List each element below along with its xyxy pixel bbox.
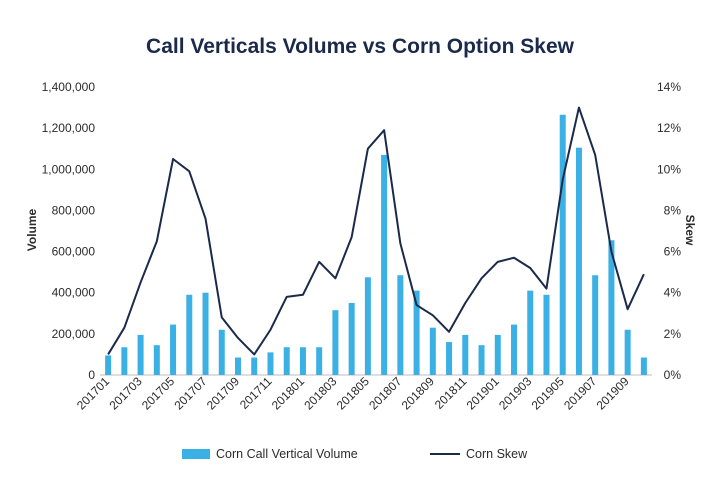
x-tick-label: 201807 [366,374,404,412]
x-tick-label: 201805 [334,374,372,412]
legend: Corn Call Vertical Volume Corn Skew [182,447,528,461]
y-tick-label: 0 [88,368,95,382]
volume-bar [283,347,290,375]
legend-label-skew: Corn Skew [466,447,528,461]
volume-bar [624,329,631,375]
volume-bar [494,334,501,375]
y-tick-label: 400,000 [52,286,96,300]
volume-bar [251,357,258,375]
x-tick-label: 201801 [269,374,307,412]
volume-bar [316,347,323,375]
volume-bar [397,275,404,375]
y-tick-label: 1,400,000 [42,80,96,94]
x-tick-label: 201905 [529,374,567,412]
legend-label-volume: Corn Call Vertical Volume [216,447,358,461]
volume-bar [348,303,355,375]
y2-tick-label: 4% [664,286,682,300]
chart-title: Call Verticals Volume vs Corn Option Ske… [146,35,575,58]
volume-bar [299,347,306,375]
y2-tick-label: 10% [657,162,681,176]
volume-bar [364,277,371,375]
y-tick-label: 1,000,000 [42,162,96,176]
volume-bar [267,352,274,375]
y-tick-label: 600,000 [52,245,96,259]
volume-bar [121,347,128,375]
legend-swatch-volume [182,449,210,459]
x-tick-label: 201809 [399,374,437,412]
x-tick-label: 201803 [301,374,339,412]
volume-bar [429,327,436,375]
volume-bar [462,334,469,375]
x-tick-label: 201903 [496,374,534,412]
y2-axis-label: Skew [683,215,697,246]
x-tick-label: 201907 [561,374,599,412]
skew-line [107,106,645,356]
volume-bar [186,294,193,375]
volume-bar [608,240,615,375]
y2-tick-label: 8% [664,203,682,217]
x-tick-label: 201901 [464,374,502,412]
x-axis-ticks: 2017012017032017052017072017092017112018… [74,374,632,412]
y2-tick-label: 6% [664,245,682,259]
volume-bar [543,294,550,375]
x-tick-label: 201811 [432,374,470,412]
y2-tick-label: 2% [664,327,682,341]
volume-bar [478,345,485,375]
volume-bar [575,147,582,375]
y-tick-label: 800,000 [52,203,96,217]
x-tick-label: 201705 [139,374,177,412]
volume-bar [153,345,160,375]
volume-bar [218,329,225,375]
y-tick-label: 1,200,000 [42,121,96,135]
y2-tick-label: 0% [664,368,682,382]
x-tick-label: 201709 [204,374,242,412]
volume-bar [170,324,177,375]
volume-bars [105,114,647,376]
volume-bar [446,342,453,375]
x-tick-label: 201711 [237,374,275,412]
volume-bar [235,357,241,375]
x-tick-label: 201707 [171,374,209,412]
y-tick-label: 200,000 [52,327,96,341]
right-axis-ticks: 0% 2% 4% 6% 8% 10% 12% 14% [657,80,681,382]
x-tick-label: 201909 [594,374,632,412]
y2-tick-label: 14% [657,80,681,94]
volume-bar [592,275,599,375]
left-axis-ticks: 0 200,000 400,000 600,000 800,000 1,000,000 1,… [42,80,96,382]
volume-bar [137,334,144,375]
x-tick-label: 201703 [106,374,144,412]
volume-bar [202,292,209,375]
y-axis-label: Volume [25,208,39,251]
volume-bar [381,154,388,375]
volume-bar [640,357,647,375]
y2-tick-label: 12% [657,121,681,135]
volume-bar [559,114,566,376]
volume-bar [413,290,420,375]
volume-bar [332,310,339,375]
volume-bar [511,324,517,375]
volume-bar [105,355,112,375]
skew-line-layer [107,106,645,356]
volume-bar [527,290,534,375]
